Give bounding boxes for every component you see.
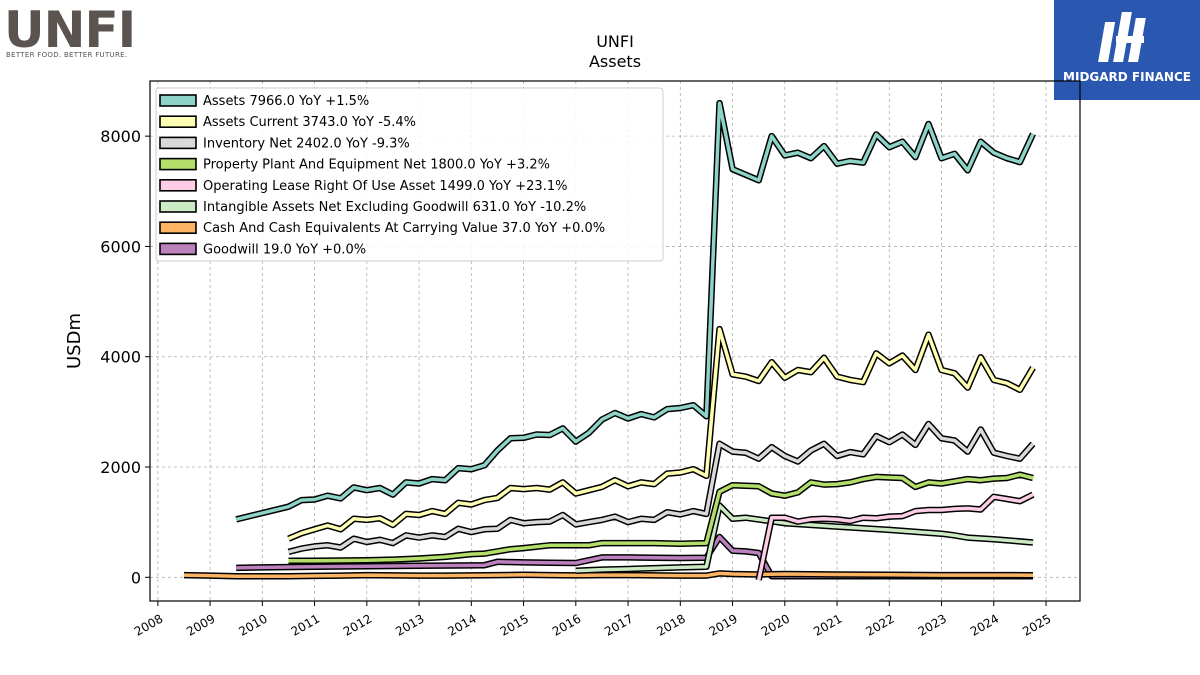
x-tick-label: 2018: [654, 611, 687, 638]
legend-swatch: [159, 179, 197, 192]
series-line: [575, 503, 1034, 573]
x-tick-label: 2013: [393, 611, 426, 638]
x-tick-label: 2017: [602, 611, 635, 638]
series-layer: [183, 99, 1036, 581]
x-tick-label: 2008: [132, 611, 165, 638]
chart-title: UNFI: [596, 32, 634, 51]
y-tick-label: 0: [131, 568, 141, 587]
x-tick-label: 2020: [759, 611, 792, 638]
badge-label: MIDGARD FINANCE: [1063, 70, 1191, 84]
x-tick-label: 2022: [863, 611, 896, 638]
x-tick-label: 2014: [445, 611, 478, 638]
legend-label: Cash And Cash Equivalents At Carrying Va…: [203, 221, 605, 236]
unfi-logo: UNFI BETTER FOOD. BETTER FUTURE.: [4, 1, 136, 64]
x-tick-label: 2012: [341, 611, 374, 638]
y-axis-label: USDm: [64, 313, 85, 369]
y-tick-label: 4000: [100, 348, 141, 367]
midgard-logo-icon: [1098, 12, 1146, 62]
legend-swatch: [159, 221, 197, 234]
x-tick-label: 2010: [236, 611, 269, 638]
series-line: [756, 493, 1034, 581]
x-tick-label: 2011: [289, 611, 322, 638]
series-line: [288, 472, 1034, 563]
x-tick-label: 2016: [550, 611, 583, 638]
legend-label: Assets Current 3743.0 YoY -5.4%: [203, 115, 416, 130]
y-tick-label: 8000: [100, 127, 141, 146]
x-tick-label: 2025: [1020, 611, 1053, 638]
plot-frame: [149, 80, 1081, 602]
series-line: [183, 571, 1034, 578]
legend-label: Operating Lease Right Of Use Asset 1499.…: [203, 179, 567, 194]
legend-box: [155, 87, 664, 262]
x-tick-label: 2021: [811, 611, 844, 638]
x-tick-label: 2023: [916, 611, 949, 638]
legend: Assets 7966.0 YoY +1.5% Assets Current 37…: [155, 87, 664, 262]
legend-label: Goodwill 19.0 YoY +0.0%: [203, 242, 366, 257]
x-tick-label: 2019: [707, 611, 740, 638]
legend-label: Intangible Assets Net Excluding Goodwill…: [203, 200, 586, 215]
legend-swatch: [159, 94, 197, 107]
legend-label: Inventory Net 2402.0 YoY -9.3%: [203, 136, 410, 151]
series-line: [287, 327, 1035, 541]
chart-subtitle: Assets: [589, 52, 641, 71]
legend-swatch: [159, 157, 197, 171]
series-line: [288, 422, 1035, 554]
legend-label: Property Plant And Equipment Net 1800.0 …: [203, 158, 550, 173]
y-tick-label: 6000: [100, 237, 141, 256]
legend-swatch: [159, 200, 197, 213]
x-tick-label: 2009: [184, 611, 217, 638]
logo-tagline: BETTER FOOD. BETTER FUTURE.: [6, 51, 128, 59]
legend-swatch: [159, 242, 197, 256]
y-tick-label: 2000: [100, 458, 141, 477]
legend-swatch: [159, 136, 197, 150]
logo-wordmark: UNFI: [4, 1, 136, 59]
midgard-finance-badge: MIDGARD FINANCE: [1054, 0, 1200, 100]
x-tick-label: 2015: [498, 611, 531, 638]
x-tick-label: 2024: [968, 611, 1001, 638]
legend-label: Assets 7966.0 YoY +1.5%: [203, 94, 369, 109]
legend-swatch: [159, 115, 197, 128]
series-line: [235, 101, 1035, 522]
